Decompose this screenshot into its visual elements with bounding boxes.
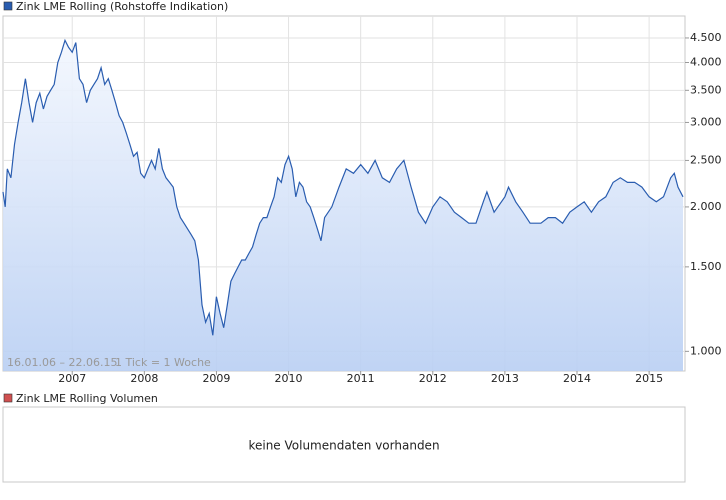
legend-swatch [3, 393, 13, 403]
volume-message: keine Volumendaten vorhanden [248, 439, 439, 453]
y-tick-label: 3.500 [690, 83, 722, 96]
y-tick-label: 1.000 [690, 344, 722, 357]
y-tick-label: 3.000 [690, 115, 722, 128]
x-tick-label: 2013 [491, 372, 519, 385]
tick-note: 1 Tick = 1 Woche [115, 356, 211, 369]
line [2, 38, 684, 336]
y-tick-label: 2.000 [690, 200, 722, 213]
legend-swatch [3, 1, 13, 11]
y-tick-label: 4.500 [690, 31, 722, 44]
x-tick-label: 2009 [202, 372, 230, 385]
x-tick-label: 2007 [58, 372, 86, 385]
y-tick-label: 1.500 [690, 260, 722, 273]
x-tick-label: 2014 [563, 372, 591, 385]
x-tick-label: 2008 [130, 372, 158, 385]
y-tick-label: 2.500 [690, 153, 722, 166]
volume-legend-label: Zink LME Rolling Volumen [16, 392, 158, 405]
x-tick-label: 2012 [419, 372, 447, 385]
range-note: 16.01.06 – 22.06.15 [7, 356, 117, 369]
volume-panel [2, 406, 686, 483]
y-tick-label: 4.000 [690, 55, 722, 68]
x-tick-label: 2010 [275, 372, 303, 385]
x-tick-label: 2015 [635, 372, 663, 385]
legend-label: Zink LME Rolling (Rohstoffe Indikation) [16, 0, 228, 13]
area [3, 40, 683, 372]
x-tick-label: 2011 [347, 372, 375, 385]
